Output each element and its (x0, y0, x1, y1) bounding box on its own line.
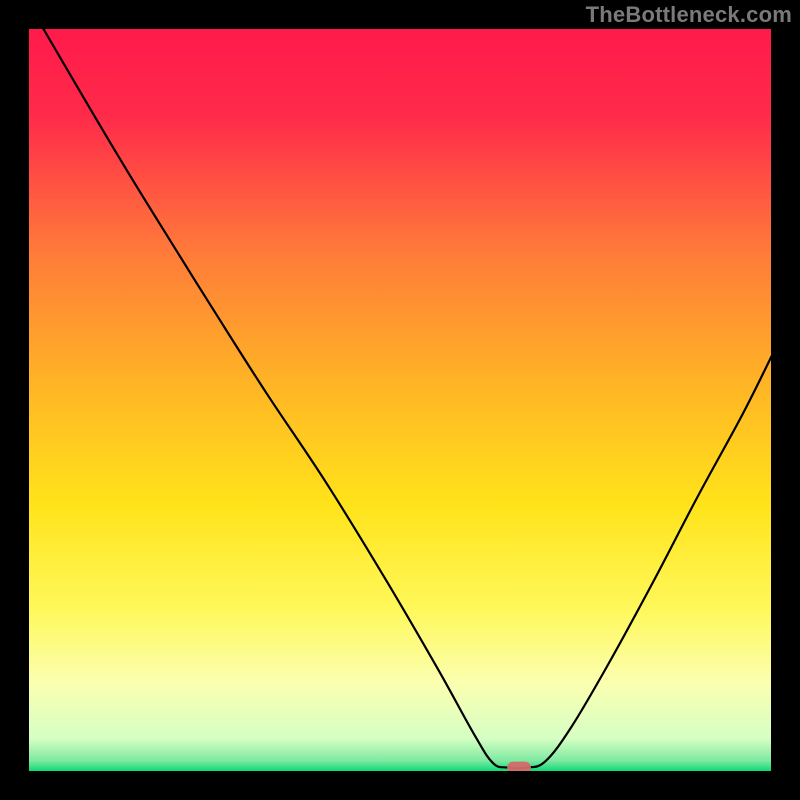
gradient-background (28, 28, 772, 772)
chart-frame: { "meta": { "watermark": "TheBottleneck.… (0, 0, 800, 800)
watermark-text: TheBottleneck.com (586, 2, 792, 28)
plot-area (28, 28, 772, 773)
bottleneck-chart (0, 0, 800, 800)
